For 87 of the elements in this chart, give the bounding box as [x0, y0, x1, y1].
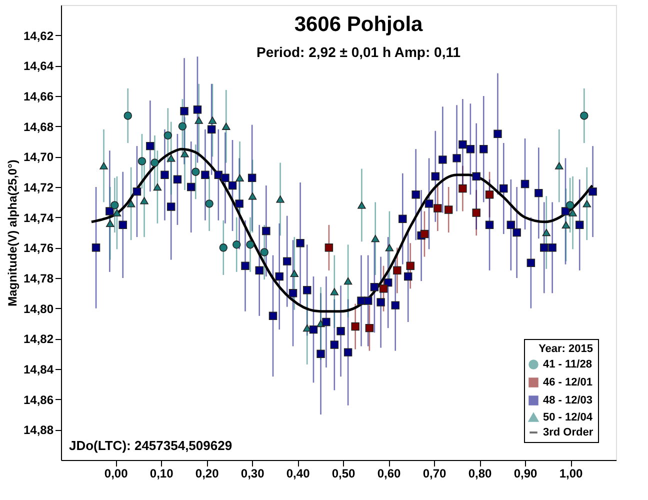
point	[208, 116, 217, 124]
y-tick-label: 14,80	[23, 302, 54, 316]
point	[110, 201, 119, 210]
point	[485, 190, 494, 199]
line-series	[90, 148, 594, 313]
x-tick-label: 0,80	[468, 466, 492, 480]
point	[324, 244, 334, 252]
y-tick-label: 14,78	[23, 272, 54, 286]
point	[153, 183, 162, 191]
legend-label: 50 - 12/04	[543, 412, 594, 424]
point	[566, 201, 574, 210]
point	[351, 322, 360, 331]
y-tick-label: 14,64	[23, 59, 54, 74]
x-tick-label: 1,00	[559, 466, 584, 480]
point	[246, 240, 254, 249]
legend-label: 48 - 12/03	[543, 394, 593, 406]
x-tick-label: 0,30	[240, 466, 265, 480]
y-tick-label: 14,76	[23, 241, 54, 256]
point	[385, 244, 394, 252]
x-tick-label: 0,40	[286, 466, 310, 480]
point	[219, 244, 228, 252]
point	[290, 270, 298, 278]
point	[180, 150, 189, 158]
y-tick-label: 14,82	[23, 332, 54, 346]
x-tick-label: 0,60	[377, 466, 402, 480]
point	[232, 240, 241, 249]
point	[150, 158, 159, 167]
point	[330, 288, 339, 296]
y-tick-label: 14,62	[23, 28, 54, 43]
legend-label: 46 - 12/01	[543, 376, 593, 388]
legend-label: 41 - 11/28	[543, 358, 592, 370]
x-tick-label: 0,70	[422, 466, 447, 480]
point	[344, 277, 352, 285]
y-tick-label: 14,66	[23, 90, 54, 104]
x-tick-label: 0,10	[150, 466, 174, 480]
x-tick-label: 0,90	[514, 466, 538, 480]
y-tick-label: 14,72	[23, 180, 54, 194]
point	[178, 122, 187, 130]
point	[276, 196, 284, 203]
point	[192, 168, 200, 176]
point	[248, 192, 257, 200]
point	[100, 162, 108, 170]
point	[205, 200, 214, 208]
point	[124, 112, 132, 120]
y-tick-label: 14,70	[23, 150, 54, 164]
point	[138, 157, 146, 166]
point	[393, 266, 402, 275]
point	[379, 284, 388, 293]
point	[260, 248, 268, 256]
point	[365, 324, 374, 332]
point	[472, 208, 480, 217]
x-tick-label: 0,50	[332, 466, 356, 480]
legend-title: Year: 2015	[538, 343, 593, 355]
x-tick-label: 0,20	[195, 466, 220, 480]
point	[406, 262, 414, 270]
point	[582, 200, 591, 208]
point	[358, 202, 366, 209]
y-axis-title: Magnitude(V) alpha(25,0°)	[5, 160, 20, 306]
x-tick-label: 0,00	[104, 466, 128, 480]
point	[562, 221, 570, 229]
point	[420, 230, 429, 238]
y-tick-label: 14,68	[23, 120, 54, 134]
annotation: JDo(LTC): 2457354,509629	[69, 438, 232, 453]
point	[555, 162, 564, 170]
point	[166, 154, 176, 162]
point	[140, 197, 148, 204]
point	[458, 184, 467, 193]
point	[112, 209, 122, 216]
y-tick-label: 14,84	[23, 362, 54, 376]
y-tick-label: 14,88	[23, 423, 54, 438]
point	[222, 122, 230, 130]
text: Period: 2,92 ± 0,01 h Amp: 0,11	[256, 44, 461, 60]
point	[194, 116, 203, 124]
y-tick-label: 14,86	[23, 392, 54, 407]
point	[434, 204, 442, 212]
point	[580, 112, 588, 120]
point	[444, 206, 453, 214]
point	[371, 234, 380, 242]
y-tick-label: 14,74	[23, 210, 54, 225]
point	[106, 220, 114, 228]
point	[542, 228, 551, 236]
point	[568, 209, 577, 216]
chart-title: 3606 Pohjola	[294, 13, 424, 36]
legend-label: 3rd Order	[543, 426, 594, 438]
point	[164, 131, 172, 140]
point	[236, 174, 244, 182]
point	[126, 200, 136, 208]
